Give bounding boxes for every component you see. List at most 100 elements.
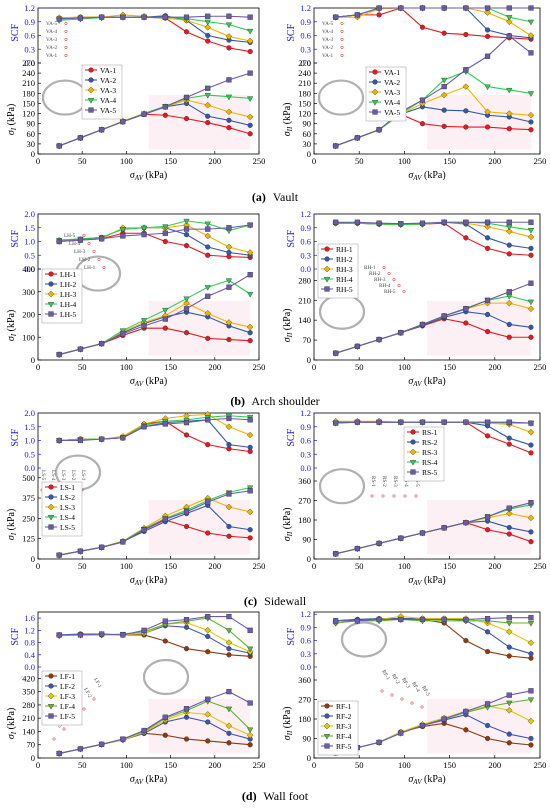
stress-tick-label: 180 bbox=[298, 515, 311, 525]
stress-point bbox=[484, 527, 491, 533]
stress-point bbox=[205, 113, 211, 119]
gauge-label: LH-1 bbox=[84, 265, 96, 271]
stress-point bbox=[247, 330, 253, 336]
legend-marker bbox=[324, 703, 330, 709]
scf-point bbox=[527, 428, 535, 436]
stress-point bbox=[247, 527, 253, 533]
stress-tick-label: 140 bbox=[298, 315, 311, 325]
scf-point bbox=[99, 236, 105, 242]
scf-point bbox=[484, 245, 491, 251]
x-tick-label: 200 bbox=[208, 561, 221, 571]
gauge-label: LS-3 bbox=[60, 470, 66, 481]
stress-tick-label: 200 bbox=[22, 310, 35, 320]
scf-line bbox=[335, 421, 531, 424]
gauge-point bbox=[340, 21, 344, 25]
series-rh-5 bbox=[333, 219, 534, 356]
scf-point bbox=[205, 244, 211, 250]
legend-label: VA-3 bbox=[100, 86, 116, 95]
stress-point bbox=[205, 530, 211, 536]
legend-label: LS-1 bbox=[60, 483, 75, 492]
stress-point bbox=[183, 523, 190, 530]
scf-point bbox=[441, 219, 447, 225]
stress-line bbox=[335, 282, 532, 354]
stress-point bbox=[441, 525, 447, 531]
legend-marker bbox=[47, 704, 55, 710]
stress-tick-label: 400 bbox=[22, 264, 35, 274]
stress-point bbox=[527, 91, 535, 97]
stress-tick-label: 300 bbox=[22, 287, 35, 297]
caption-vault-letter: (a) bbox=[252, 190, 266, 204]
gauge-point bbox=[340, 29, 344, 33]
stress-line bbox=[59, 72, 251, 147]
scf-point bbox=[333, 420, 339, 426]
scf-point bbox=[528, 655, 534, 661]
stress-point bbox=[528, 500, 534, 506]
panel-vault-right: 0 50 100 150 200 250 0.0 0.3 0.6 0.9 1.2 0306090120… bbox=[282, 3, 546, 182]
scf-point bbox=[119, 227, 127, 233]
legend-label: RF-5 bbox=[336, 742, 352, 751]
scf-tick-label: 0.8 bbox=[24, 638, 35, 648]
scf-point bbox=[205, 252, 211, 258]
stress-point bbox=[463, 727, 469, 733]
stress-point bbox=[463, 108, 469, 114]
series-va-5 bbox=[333, 5, 534, 149]
stress-axis-subscript: II bbox=[286, 126, 294, 132]
stress-point bbox=[506, 524, 512, 531]
stress-axis-label: σII (kPa) bbox=[282, 508, 294, 542]
scf-line bbox=[59, 616, 251, 636]
stress-point bbox=[162, 714, 168, 720]
stress-point bbox=[506, 321, 512, 328]
scf-point bbox=[527, 233, 535, 241]
gauge-point bbox=[340, 45, 344, 49]
x-axis-label: σAV (kPa) bbox=[408, 575, 445, 587]
gauge-point bbox=[64, 29, 68, 33]
scf-point bbox=[183, 412, 190, 420]
scf-line bbox=[59, 232, 251, 258]
scf-point bbox=[247, 48, 253, 55]
scf-point bbox=[56, 238, 62, 245]
stress-point bbox=[183, 116, 190, 122]
scf-point bbox=[463, 637, 469, 644]
x-tick-label: 200 bbox=[488, 156, 501, 166]
scf-point bbox=[205, 32, 211, 39]
scf-point bbox=[247, 627, 253, 633]
stress-tick-label: 280 bbox=[298, 275, 311, 285]
scf-point bbox=[333, 14, 339, 20]
gauge-label: RS-3 bbox=[392, 476, 398, 487]
gauge-point bbox=[390, 693, 394, 697]
stress-point bbox=[183, 706, 190, 712]
scf-line bbox=[59, 16, 251, 53]
legend-marker bbox=[47, 290, 55, 298]
scf-point bbox=[77, 437, 84, 444]
scf-line bbox=[335, 618, 531, 624]
gauge-point bbox=[380, 689, 384, 693]
scf-point bbox=[225, 639, 233, 646]
x-axis-unit: (kPa) bbox=[143, 376, 167, 387]
gauge-label: RH-5 bbox=[384, 289, 396, 295]
stress-point bbox=[205, 719, 211, 725]
scf-line bbox=[59, 220, 251, 241]
legend-label: VA-5 bbox=[100, 106, 116, 115]
scf-point bbox=[225, 22, 233, 29]
gauge-point bbox=[387, 271, 391, 275]
gauge-point bbox=[87, 242, 91, 246]
gauge-label: RF-3 bbox=[400, 677, 411, 690]
scf-point bbox=[528, 420, 534, 426]
gauge-label: RF-2 bbox=[390, 673, 401, 686]
scf-tick-label: 0.4 bbox=[24, 650, 35, 660]
stress-point bbox=[247, 131, 253, 137]
x-tick-label: 50 bbox=[355, 362, 364, 372]
stress-tick-label: 150 bbox=[298, 98, 311, 108]
stress-point bbox=[247, 292, 254, 298]
scf-line bbox=[59, 419, 251, 448]
stress-tick-label: 0 bbox=[307, 355, 311, 365]
stress-point bbox=[440, 91, 448, 99]
stress-point bbox=[77, 135, 84, 141]
scf-point bbox=[463, 235, 469, 241]
legend-label: LS-5 bbox=[60, 523, 75, 532]
stress-point bbox=[204, 310, 212, 317]
scf-point bbox=[141, 627, 147, 633]
gauge-label: LS-1 bbox=[80, 470, 86, 481]
caption-shoulder-text: Arch shoulder bbox=[251, 394, 319, 408]
stress-point bbox=[120, 736, 126, 742]
